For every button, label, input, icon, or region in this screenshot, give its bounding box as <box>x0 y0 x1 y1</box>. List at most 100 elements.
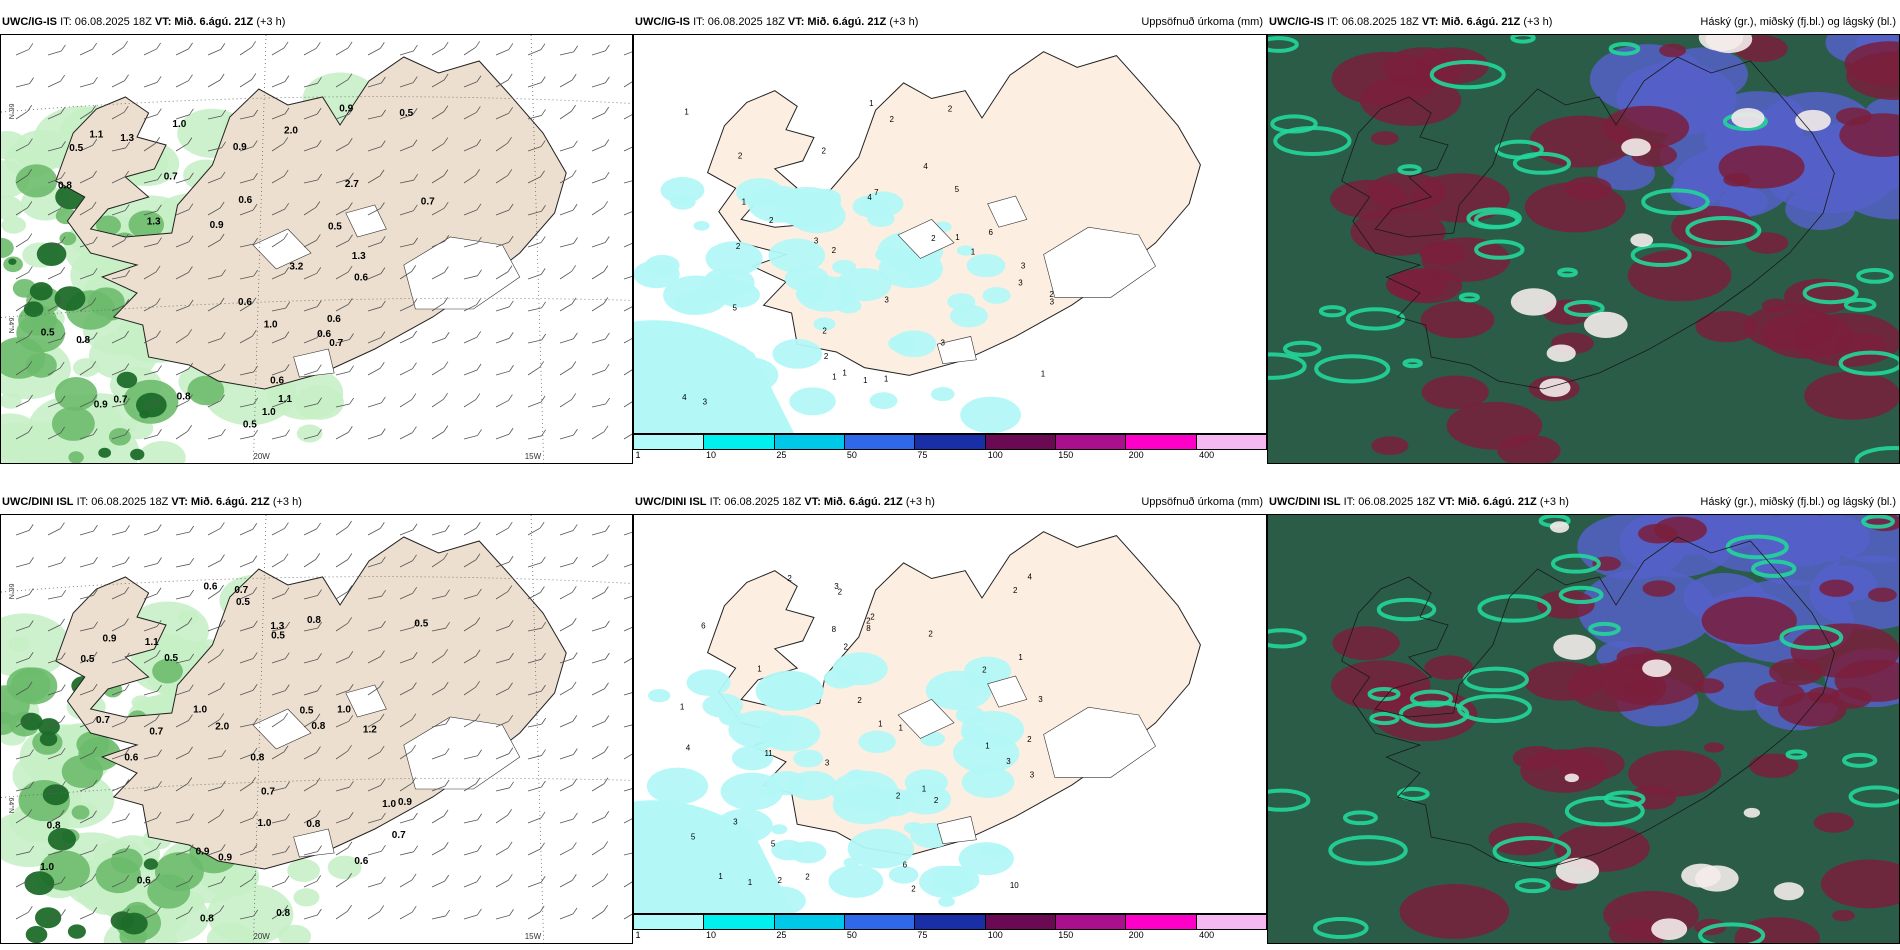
gust-value: 1.1 <box>278 394 292 405</box>
panel-header: UWC/IG-IS IT: 06.08.2025 18Z VT: Mið. 6.… <box>635 16 919 28</box>
gust-value: 0.7 <box>149 726 163 737</box>
iceland-outline <box>1341 56 1835 390</box>
gust-value: 0.8 <box>47 820 61 831</box>
gust-value: 0.7 <box>261 787 275 798</box>
precip-value: 4 <box>923 162 928 171</box>
precip-value: 2 <box>832 246 837 255</box>
precip-value: 1 <box>863 376 868 385</box>
gust-value: 1.0 <box>193 705 207 716</box>
panel-r1c3: UWC/IG-IS IT: 06.08.2025 18Z VT: Mið. 6.… <box>1267 12 1900 464</box>
precip-values: 2126222523332112338112412221612311108225… <box>680 573 1043 894</box>
glacier <box>403 236 521 310</box>
gust-value: 0.5 <box>81 654 95 665</box>
gust-value: 0.9 <box>398 797 412 808</box>
gust-value: 0.6 <box>137 875 151 886</box>
grid-label: 15W <box>525 932 542 941</box>
gust-value: 2.0 <box>284 125 298 136</box>
iceland-outline <box>1341 536 1835 870</box>
map-frame: 20W 15W 66°N 64°N 0.7 0.5 0.9 1.3 0.6 1.1 0.5 0.9 1.… <box>0 34 633 464</box>
gust-value: 1.0 <box>40 862 54 873</box>
legend-swatch <box>915 915 986 929</box>
legend-tick: 1 <box>635 930 641 940</box>
legend-swatch <box>1126 435 1197 449</box>
precip-value: 1 <box>684 107 689 116</box>
legend-swatch <box>1196 915 1266 929</box>
panel-r1c1: UWC/IG-IS IT: 06.08.2025 18Z VT: Mið. 6.… <box>0 12 633 464</box>
glacier <box>936 336 977 365</box>
glacier <box>293 348 335 378</box>
legend-tick: 200 <box>1128 450 1144 460</box>
gust-value: 0.5 <box>243 419 257 430</box>
gust-value: 0.5 <box>41 327 55 338</box>
grid-label: 20W <box>253 932 270 941</box>
legend-swatch <box>634 435 705 449</box>
legend-tick: 25 <box>776 930 787 940</box>
grid-label: 64°N <box>7 317 15 333</box>
legend-swatch <box>1055 915 1127 929</box>
glacier <box>987 675 1028 708</box>
precip-value: 1 <box>955 233 960 242</box>
precip-value: 3 <box>703 397 708 406</box>
gust-value: 1.3 <box>352 251 366 262</box>
precip-value: 4 <box>686 743 691 752</box>
legend-swatch <box>774 915 845 929</box>
gust-value: 1.0 <box>262 407 276 418</box>
precip-value: 3 <box>1006 757 1011 766</box>
glacier <box>293 828 335 858</box>
gust-map: 20W 15W 66°N 64°N 0.7 0.5 0.9 1.3 0.6 1.1 0.5 0.9 1.… <box>1 35 632 463</box>
legend-tick: 1 <box>635 450 641 460</box>
precip-value: 1 <box>832 372 837 381</box>
precip-value: 2 <box>928 630 933 639</box>
panel-variable: Háský (gr.), miðský (fj.bl.) og lágský (… <box>1700 496 1896 508</box>
legend-swatch <box>844 915 916 929</box>
legend-tick: 200 <box>1128 930 1144 940</box>
precip-value: 2 <box>738 152 743 161</box>
precip-map: 2126222523332112338112412221612311108225… <box>634 531 1201 913</box>
glacier <box>1043 226 1156 298</box>
gust-value: 0.9 <box>94 399 108 410</box>
precip-value: 11 <box>764 749 773 758</box>
graticule <box>1 35 632 463</box>
map-frame: 2 1 2 6 2 2 2 5 2 3 3 3 2 1 1 2 3 3 8 1 1 2 4 1 2 2 2 1 6 1 2 3 11 10 8 2 2 5… <box>633 514 1267 914</box>
precip-value: 2 <box>1027 735 1032 744</box>
precip-value: 2 <box>778 876 783 885</box>
gust-value: 0.8 <box>276 908 290 919</box>
gust-value: 3.2 <box>289 261 303 272</box>
gust-value: 0.9 <box>196 847 210 858</box>
precip-value: 2 <box>982 666 987 675</box>
precip-legend: 1 10 25 50 75 100 150 200 400 <box>633 914 1267 944</box>
legend-tick: 50 <box>846 450 857 460</box>
gust-value: 1.0 <box>382 799 396 810</box>
precip-value: 3 <box>1050 298 1055 307</box>
cloud-map <box>1268 515 1899 943</box>
gust-value: 0.8 <box>200 914 214 925</box>
gust-value: 0.7 <box>234 585 248 596</box>
precip-value: 2 <box>931 234 936 243</box>
gust-value: 0.7 <box>164 172 178 183</box>
precip-value: 3 <box>733 818 738 827</box>
precip-value: 1 <box>899 724 904 733</box>
gust-value: 0.9 <box>218 853 232 864</box>
gust-value: 0.9 <box>233 142 247 153</box>
gust-value: 0.5 <box>300 705 314 716</box>
gust-value: 0.9 <box>339 103 353 114</box>
precip-value: 8 <box>866 624 871 633</box>
precip-value: 2 <box>1013 586 1018 595</box>
gust-value: 0.7 <box>96 715 110 726</box>
cloud-layers <box>1268 35 1899 463</box>
precip-value: 2 <box>769 216 774 225</box>
precip-value: 2 <box>857 696 862 705</box>
wind-barbs <box>15 40 632 440</box>
gust-value: 1.0 <box>337 704 351 715</box>
panel-r2c3: UWC/DINI ISL IT: 06.08.2025 18Z VT: Mið.… <box>1267 492 1900 944</box>
panel-variable: Uppsöfnuð úrkoma (mm) <box>1141 16 1263 28</box>
precip-value: 2 <box>843 642 848 651</box>
precip-value: 6 <box>989 228 994 237</box>
precip-value: 1 <box>718 872 723 881</box>
legend-tick: 150 <box>1058 930 1074 940</box>
gust-value: 1.3 <box>270 621 284 632</box>
panel-header: UWC/IG-IS IT: 06.08.2025 18Z VT: Mið. 6.… <box>1269 16 1553 28</box>
legend-tick: 50 <box>846 930 857 940</box>
precip-value: 3 <box>940 338 945 347</box>
